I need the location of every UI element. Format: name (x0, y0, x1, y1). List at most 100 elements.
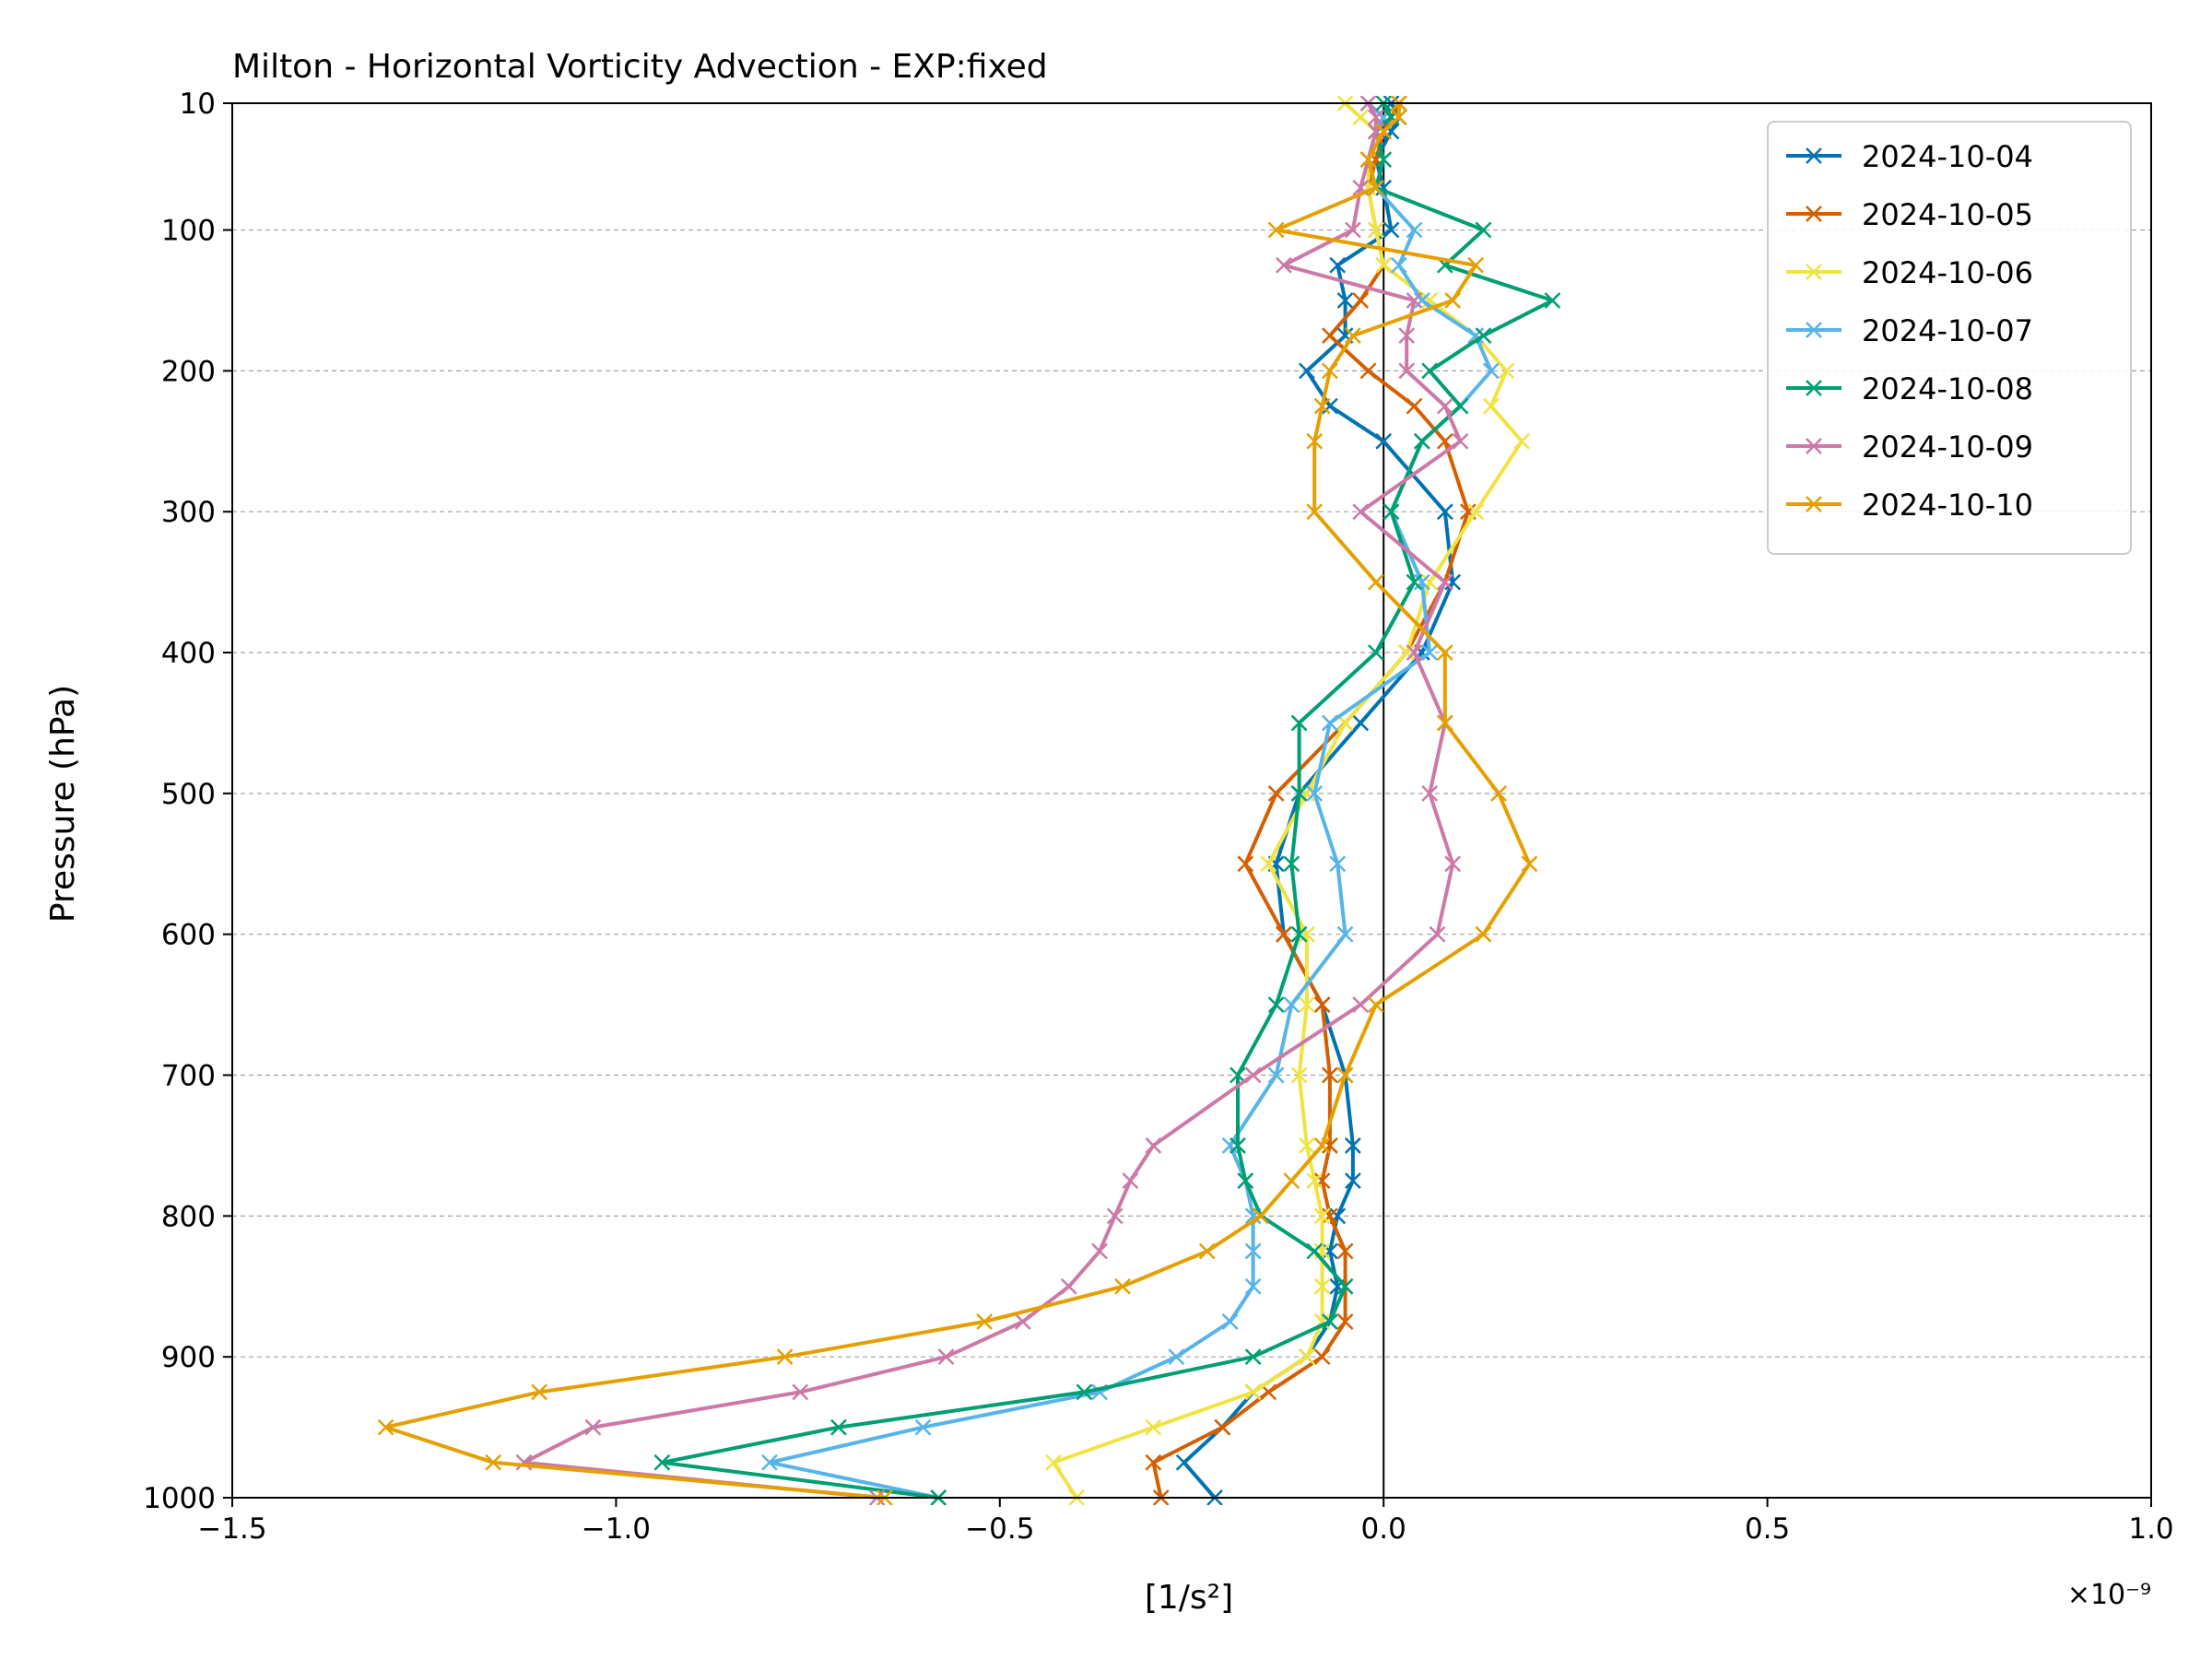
data-point-marker (1313, 397, 1331, 415)
data-point-marker (1267, 1066, 1285, 1084)
data-point-marker (1313, 1137, 1331, 1154)
data-point-marker (1145, 1453, 1162, 1471)
data-point-marker (1436, 644, 1453, 661)
data-point-marker (1452, 432, 1469, 450)
x-tick-label: −1.5 (197, 1512, 266, 1546)
data-point-marker (1175, 1453, 1193, 1471)
data-point-marker (761, 1453, 778, 1471)
series-line (383, 103, 1532, 1500)
legend-marker (1806, 496, 1822, 512)
data-point-marker (1352, 503, 1370, 521)
data-point-marker (1436, 714, 1453, 732)
chart-title: Milton - Horizontal Vorticity Advection … (232, 48, 1048, 86)
data-point-marker (1145, 1137, 1162, 1154)
data-point-marker (1198, 1242, 1216, 1260)
data-point-marker (1336, 292, 1354, 309)
data-point-marker (1306, 1172, 1324, 1190)
data-point-marker (1352, 996, 1370, 1013)
data-point-marker (1352, 292, 1370, 309)
data-point-marker (1498, 362, 1515, 380)
data-point-marker (1168, 1348, 1185, 1366)
data-point-marker (1367, 644, 1384, 661)
data-point-marker (914, 1418, 932, 1436)
series-line (522, 102, 1463, 1500)
data-point-marker (1390, 256, 1407, 274)
y-tick-label: 1000 (143, 1482, 216, 1515)
data-point-marker (1299, 1137, 1315, 1154)
data-point-marker (1490, 784, 1508, 802)
data-point-marker (1244, 1277, 1262, 1295)
legend-marker (1806, 438, 1822, 454)
data-point-marker (1475, 221, 1492, 239)
data-point-marker (1544, 292, 1561, 309)
data-point-marker (1091, 1242, 1108, 1260)
data-point-marker (485, 1453, 502, 1471)
data-point-marker (1406, 573, 1423, 591)
y-tick-label: 600 (161, 919, 216, 952)
data-point-marker (531, 1383, 548, 1401)
y-tick-label: 900 (161, 1341, 216, 1374)
data-point-marker (1336, 1242, 1354, 1260)
y-tick-label: 700 (161, 1060, 216, 1093)
series-2024-10-10 (377, 96, 1538, 1505)
data-point-marker (1345, 327, 1361, 345)
data-point-marker (1345, 1137, 1361, 1154)
data-point-marker (1336, 714, 1354, 732)
data-point-marker (584, 1418, 602, 1436)
data-point-marker (1290, 925, 1308, 943)
data-point-marker (1253, 1207, 1269, 1225)
y-tick-label: 400 (161, 637, 216, 670)
data-point-marker (830, 1418, 847, 1436)
legend-box (1767, 121, 2132, 555)
data-point-marker (1276, 256, 1292, 274)
data-point-marker (1114, 1277, 1131, 1295)
data-point-marker (1406, 644, 1423, 661)
y-tick-label: 10 (180, 88, 216, 121)
data-point-marker (1060, 1277, 1077, 1295)
data-point-marker (1375, 151, 1393, 169)
legend-marker (1806, 322, 1822, 338)
data-point-marker (1375, 432, 1393, 450)
data-point-marker (1299, 925, 1315, 943)
legend-label: 2024-10-10 (1862, 488, 2033, 523)
data-point-marker (1390, 109, 1407, 126)
data-point-marker (1444, 855, 1462, 873)
data-point-marker (1352, 714, 1370, 732)
data-point-marker (1375, 256, 1393, 274)
data-point-marker (1521, 855, 1538, 873)
data-point-marker (1345, 1172, 1361, 1190)
data-point-marker (792, 1383, 809, 1401)
data-point-marker (1398, 362, 1416, 380)
data-point-marker (1244, 1383, 1262, 1401)
data-point-marker (1322, 1066, 1338, 1084)
data-point-marker (1467, 503, 1485, 521)
data-point-marker (776, 1348, 794, 1366)
data-point-marker (1306, 1242, 1324, 1260)
data-point-marker (1322, 1242, 1338, 1260)
data-point-marker (1299, 362, 1315, 380)
data-point-marker (1367, 221, 1384, 239)
data-point-marker (1444, 292, 1462, 309)
axis-ticks: −1.5 −1.0 −0.5 0.0 0.5 1.0 10 100 200 300 400 500 60… (143, 88, 2174, 1546)
data-point-marker (1322, 714, 1338, 732)
data-point-marker (1336, 1313, 1354, 1330)
data-point-marker (1313, 996, 1331, 1013)
data-point-marker (1421, 573, 1439, 591)
data-point-marker (1406, 397, 1423, 415)
data-point-marker (1406, 292, 1423, 309)
data-point-marker (1421, 362, 1439, 380)
data-point-marker (1467, 256, 1485, 274)
data-point-marker (1336, 925, 1354, 943)
data-point-marker (1276, 925, 1292, 943)
data-point-marker (1452, 397, 1469, 415)
data-point-marker (1106, 1207, 1124, 1225)
data-point-marker (1322, 1313, 1338, 1330)
data-point-marker (1429, 925, 1446, 943)
data-point-marker (1244, 1242, 1262, 1260)
data-point-marker (1367, 109, 1384, 126)
data-point-marker (1313, 1207, 1331, 1225)
data-point-marker (1413, 573, 1430, 591)
series-line (1052, 101, 1524, 1500)
data-point-marker (1244, 1066, 1262, 1084)
data-point-marker (1398, 327, 1416, 345)
